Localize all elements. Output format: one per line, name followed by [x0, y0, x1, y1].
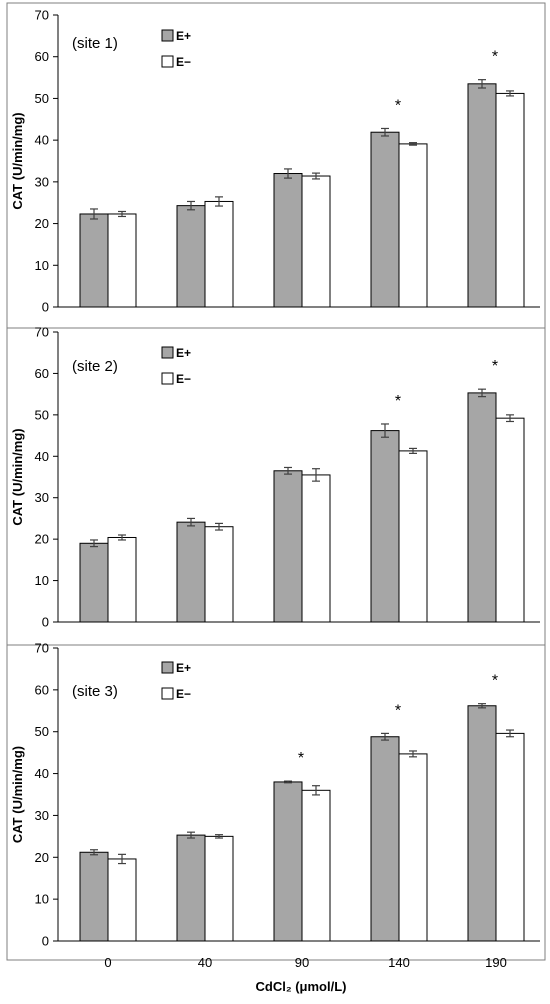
bar-e-minus — [301, 474, 331, 623]
bar-e-minus — [204, 526, 234, 623]
x-tick-label: 0 — [104, 955, 111, 970]
y-tick-label: 50 — [35, 724, 49, 739]
y-tick-label: 20 — [35, 532, 49, 547]
y-tick-label: 30 — [35, 174, 49, 189]
legend-label: E− — [176, 55, 191, 69]
bar-e-minus — [495, 92, 525, 308]
chart-panel-1: 0 10 20 30 40 50 60 70 CAT (U/min/mg) * * (site 1) E… — [10, 8, 540, 315]
bar-e-plus — [176, 205, 206, 308]
bar-e-plus — [79, 851, 109, 942]
y-axis-label: CAT (U/min/mg) — [10, 428, 25, 525]
legend-swatch-e-plus — [161, 346, 174, 359]
x-tick-label: 90 — [295, 955, 309, 970]
y-tick-label: 40 — [35, 449, 49, 464]
bar-e-minus — [495, 417, 525, 623]
y-tick-label: 30 — [35, 490, 49, 505]
y-tick-label: 0 — [42, 300, 49, 315]
x-tick-label: 140 — [388, 955, 410, 970]
bar-e-minus — [398, 753, 428, 942]
y-tick-label: 70 — [35, 641, 49, 656]
bar-e-plus — [79, 213, 109, 308]
legend-swatch-e-plus — [161, 29, 174, 42]
significance-marker: * — [492, 49, 498, 66]
y-tick-label: 10 — [35, 573, 49, 588]
significance-marker: * — [492, 673, 498, 690]
significance-marker: * — [395, 97, 401, 114]
legend-swatch-e-minus — [161, 687, 174, 700]
legend-label: E+ — [176, 661, 191, 675]
bar-e-plus — [467, 705, 497, 942]
y-tick-label: 60 — [35, 366, 49, 381]
legend-label: E− — [176, 687, 191, 701]
legend-swatch-e-minus — [161, 55, 174, 68]
x-tick-label: 40 — [198, 955, 212, 970]
bar-e-plus — [176, 834, 206, 942]
y-axis-label: CAT (U/min/mg) — [10, 746, 25, 843]
site-annotation: (site 2) — [72, 358, 118, 375]
x-tick-label: 190 — [485, 955, 507, 970]
y-tick-label: 20 — [35, 850, 49, 865]
bar-e-plus — [273, 781, 303, 942]
bar-e-minus — [107, 213, 137, 308]
y-tick-label: 10 — [35, 892, 49, 907]
bar-e-plus — [79, 542, 109, 623]
bar-e-minus — [398, 450, 428, 623]
y-tick-label: 10 — [35, 258, 49, 273]
legend-swatch-e-minus — [161, 372, 174, 385]
legend-label: E+ — [176, 29, 191, 43]
y-tick-label: 70 — [35, 325, 49, 340]
figure-frame — [6, 2, 546, 961]
bar-e-minus — [107, 858, 137, 942]
bar-e-minus — [398, 143, 428, 308]
x-axis-label: CdCl₂ (μmol/L) — [256, 979, 347, 994]
y-tick-label: 50 — [35, 91, 49, 106]
significance-marker: * — [395, 702, 401, 719]
bar-e-plus — [370, 131, 400, 308]
site-annotation: (site 3) — [72, 683, 118, 700]
y-tick-label: 30 — [35, 808, 49, 823]
significance-marker: * — [492, 358, 498, 375]
site-annotation: (site 1) — [72, 35, 118, 52]
bar-e-plus — [467, 83, 497, 308]
significance-marker: * — [298, 750, 304, 767]
y-tick-label: 0 — [42, 615, 49, 630]
y-axis-label: CAT (U/min/mg) — [10, 112, 25, 209]
bar-e-minus — [301, 175, 331, 308]
y-tick-label: 60 — [35, 49, 49, 64]
bar-e-minus — [204, 200, 234, 308]
bar-e-plus — [273, 470, 303, 623]
y-tick-label: 40 — [35, 766, 49, 781]
y-tick-label: 0 — [42, 934, 49, 949]
legend-swatch-e-plus — [161, 661, 174, 674]
bar-e-plus — [370, 430, 400, 623]
significance-marker: * — [395, 393, 401, 410]
bar-e-plus — [273, 173, 303, 308]
bar-e-minus — [495, 732, 525, 942]
y-tick-label: 60 — [35, 682, 49, 697]
bar-e-plus — [176, 521, 206, 623]
y-tick-label: 70 — [35, 8, 49, 23]
y-tick-label: 50 — [35, 407, 49, 422]
y-tick-label: 20 — [35, 216, 49, 231]
bar-e-minus — [107, 536, 137, 623]
bar-e-plus — [370, 736, 400, 942]
y-tick-label: 40 — [35, 133, 49, 148]
chart-panel-3: 0 10 20 30 40 50 60 70 CAT (U/min/mg) 0 40 * 90 * 140 *… — [7, 641, 545, 994]
chart-panel-2: 0 10 20 30 40 50 60 70 CAT (U/min/mg) * * (site 2) E… — [7, 325, 545, 630]
legend-label: E− — [176, 372, 191, 386]
bar-e-minus — [204, 835, 234, 942]
legend-label: E+ — [176, 346, 191, 360]
bar-e-minus — [301, 789, 331, 942]
bar-e-plus — [467, 392, 497, 623]
